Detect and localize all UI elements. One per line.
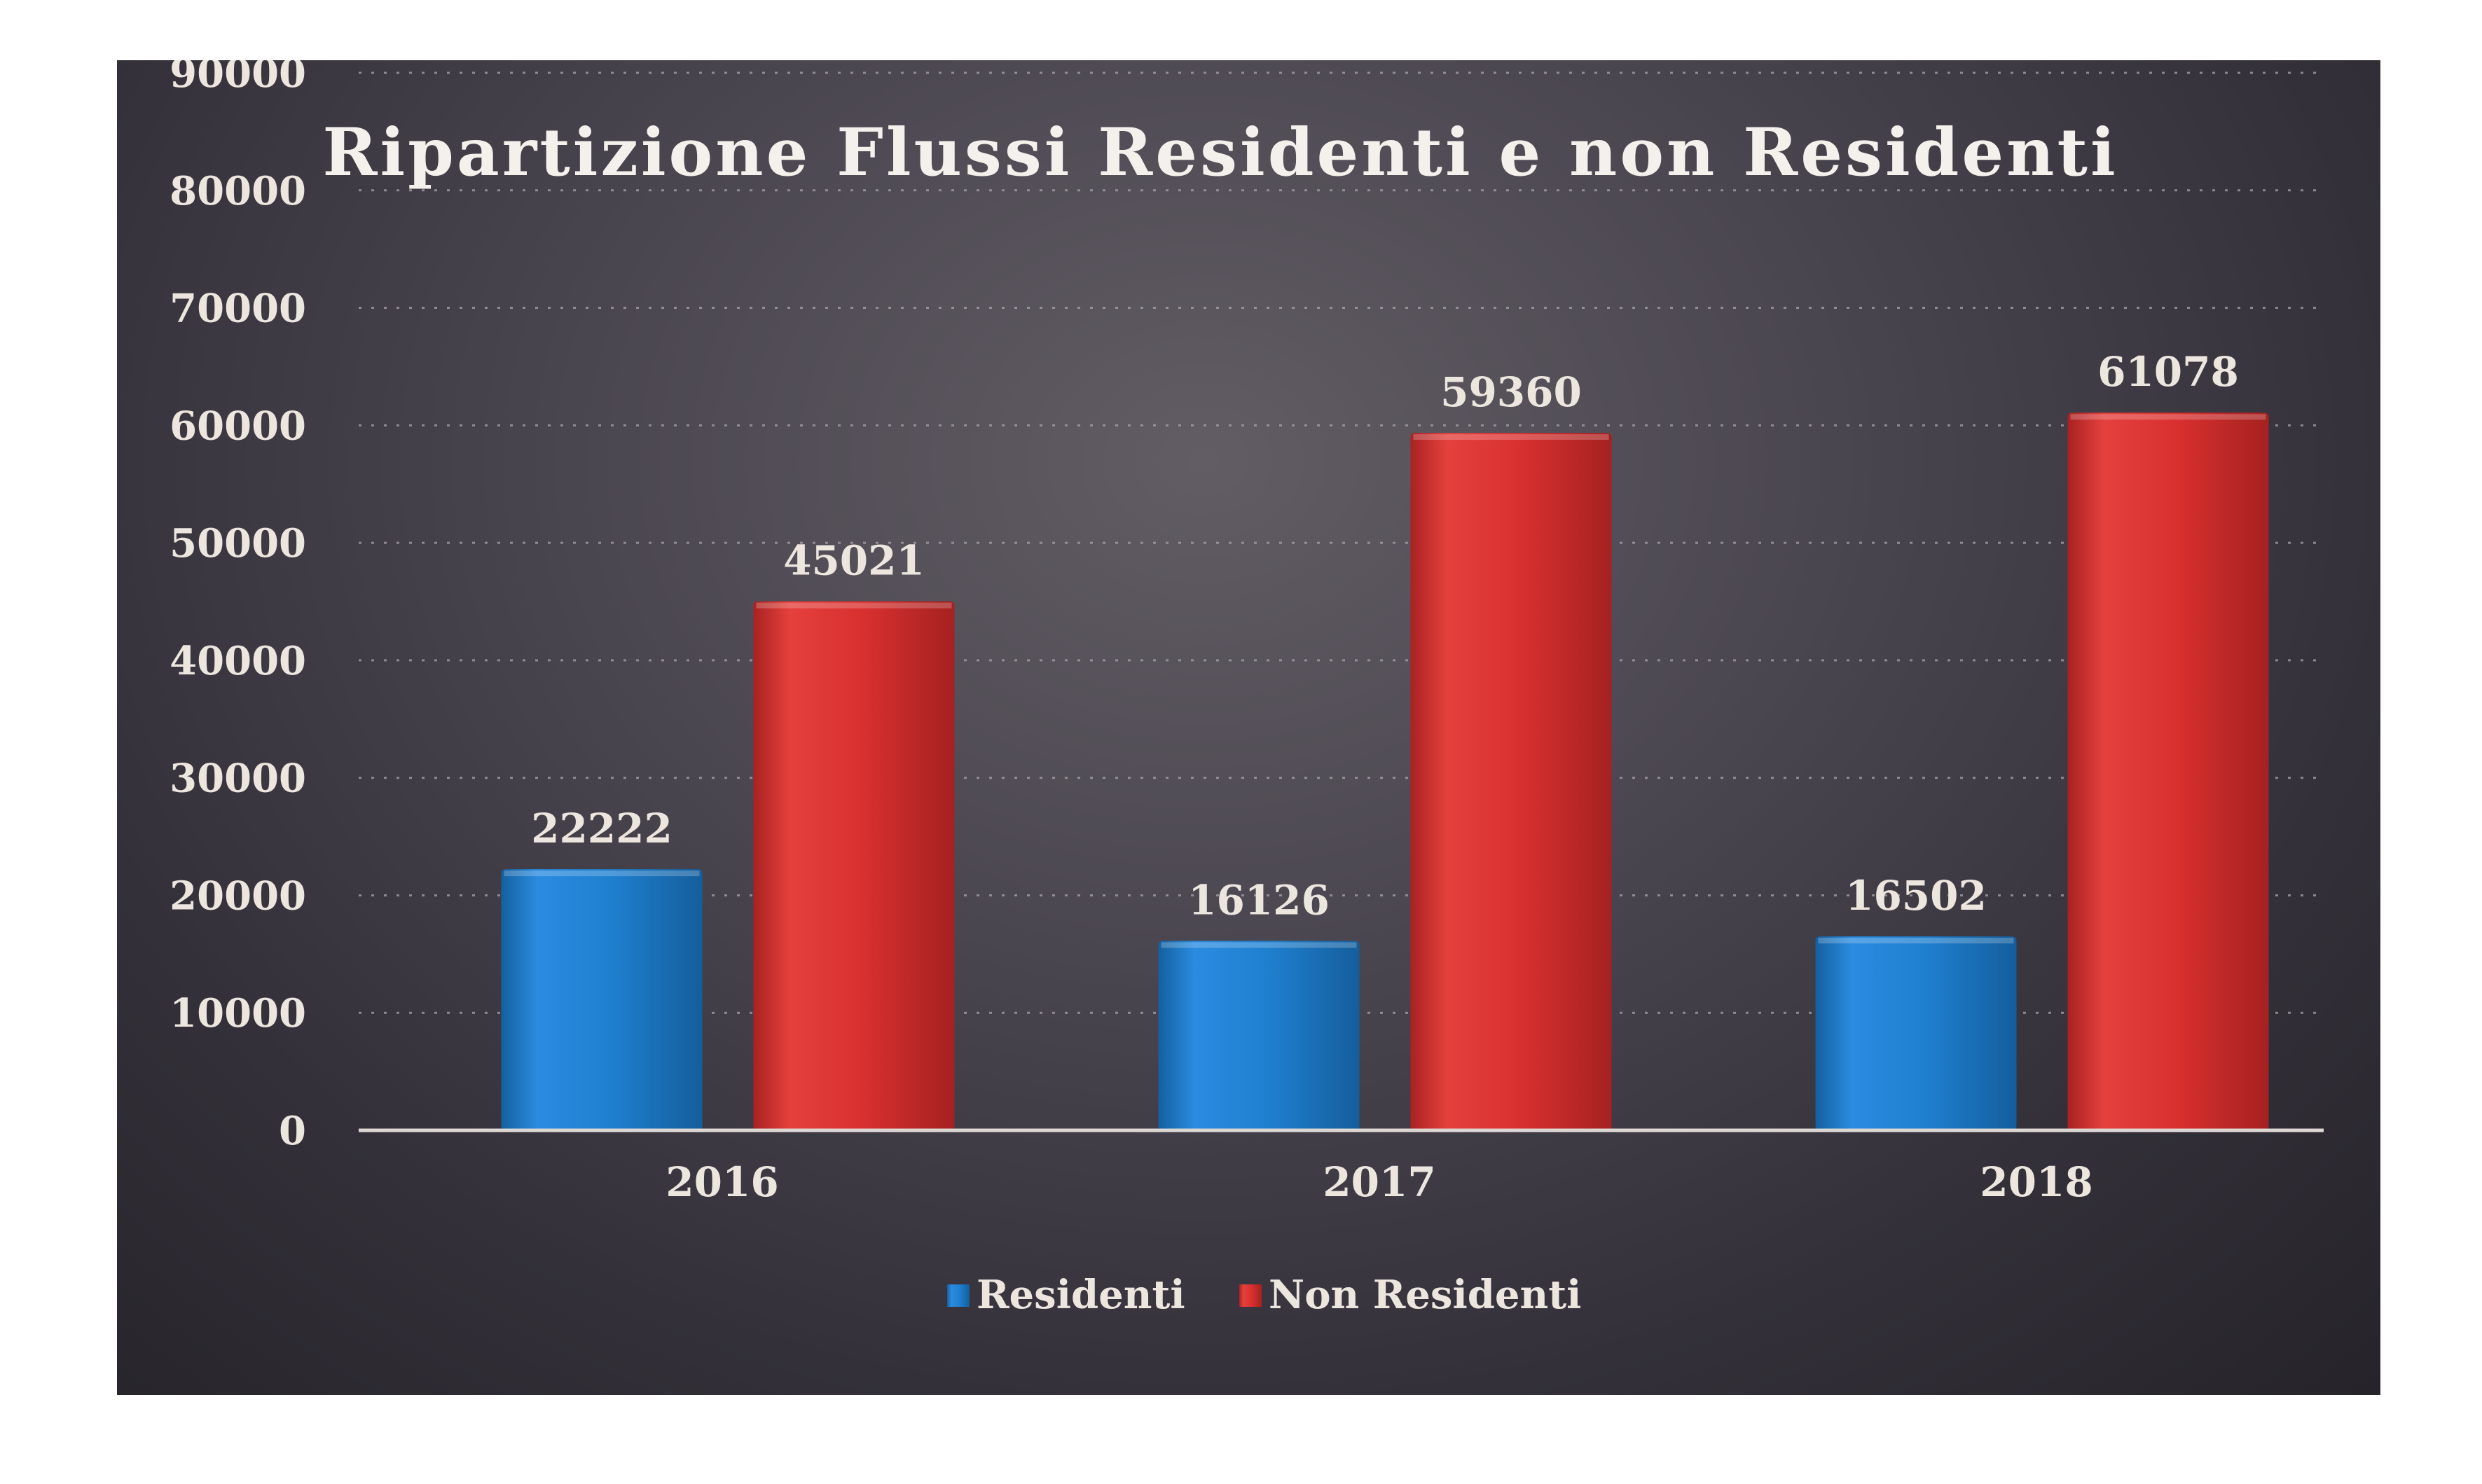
y-tick-label: 90000 [170,60,306,97]
legend-swatch-residenti [947,1284,970,1307]
bar-chart: Ripartizione Flussi Residenti e non Resi… [170,60,2324,1318]
y-tick-label: 30000 [170,756,306,802]
legend-item-non-residenti: Non Residenti [1239,1272,1581,1318]
data-label-residenti-2017: 16126 [1188,876,1330,924]
legend: Residenti Non Residenti [947,1272,1581,1318]
data-labels: 22222 45021 16126 59360 16502 61078 [531,348,2239,924]
bar-highlight-residenti-2017 [1161,942,1357,948]
category-label-2017: 2017 [1323,1158,1435,1206]
data-label-non-residenti-2016: 45021 [783,537,925,585]
bar-highlight-residenti-2016 [504,871,700,877]
category-label-2018: 2018 [1980,1158,2093,1206]
bar-non-residenti-2016 [753,601,955,1130]
y-tick-label: 50000 [170,520,306,567]
chart-title: Ripartizione Flussi Residenti e non Resi… [322,114,2118,191]
y-tick-label: 70000 [170,286,306,332]
bar-highlight-non-residenti-2018 [2070,414,2266,420]
bars [501,412,2269,1131]
data-label-non-residenti-2018: 61078 [2097,348,2239,396]
bar-highlight-residenti-2018 [1818,938,2014,944]
bar-residenti-2018 [1815,936,2017,1130]
y-tick-label: 40000 [170,638,306,684]
bar-non-residenti-2018 [2067,412,2269,1131]
y-tick-label: 0 [279,1108,306,1154]
legend-item-residenti: Residenti [947,1272,1185,1318]
y-tick-label: 20000 [170,873,306,919]
category-label-2016: 2016 [666,1158,778,1206]
bar-highlight-non-residenti-2017 [1413,434,1609,441]
chart-frame: Ripartizione Flussi Residenti e non Resi… [117,60,2380,1395]
bar-highlight-non-residenti-2016 [756,602,952,609]
y-tick-label: 10000 [170,990,306,1036]
y-axis-ticks: 0 10000 20000 30000 40000 50000 60000 70000 8000… [170,60,306,1154]
y-tick-label: 80000 [170,168,306,214]
legend-label-residenti: Residenti [977,1272,1185,1318]
data-label-residenti-2016: 22222 [531,805,673,852]
data-label-residenti-2018: 16502 [1845,872,1987,920]
bar-residenti-2016 [501,869,703,1130]
bar-residenti-2017 [1158,941,1360,1130]
y-tick-label: 60000 [170,403,306,449]
data-label-non-residenti-2017: 59360 [1440,368,1582,416]
legend-swatch-non-residenti [1239,1284,1262,1307]
x-axis-categories: 2016 2017 2018 [666,1158,2093,1206]
legend-label-non-residenti: Non Residenti [1269,1272,1581,1318]
bar-non-residenti-2017 [1410,433,1612,1130]
